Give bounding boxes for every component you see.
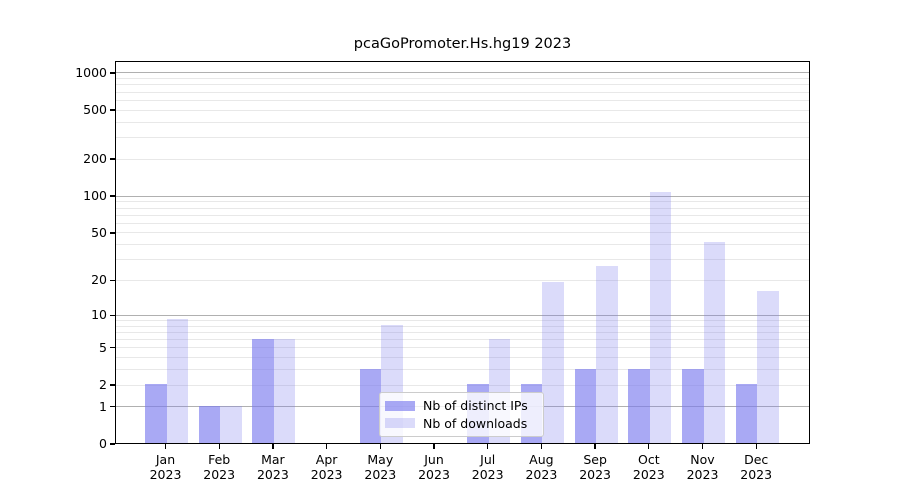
minor-gridline-800 bbox=[116, 84, 809, 86]
y-tick-mark-0 bbox=[110, 443, 115, 445]
x-tick-mark-aug bbox=[540, 444, 543, 449]
y-tick-mark-50 bbox=[110, 232, 115, 234]
legend-item-distinct-ips: Nb of distinct IPs bbox=[385, 398, 537, 413]
minor-gridline-60 bbox=[116, 222, 809, 224]
bar-downloads-oct bbox=[649, 192, 672, 443]
x-tick-mark-oct bbox=[648, 444, 650, 449]
y-tick-label-1: 1 bbox=[99, 398, 107, 414]
y-tick-mark-500 bbox=[110, 109, 115, 111]
x-tick-mark-apr bbox=[325, 444, 328, 449]
minor-gridline-200 bbox=[116, 158, 809, 160]
major-gridline-100 bbox=[116, 195, 809, 197]
y-tick-label-1000: 1000 bbox=[75, 64, 107, 80]
minor-gridline-400 bbox=[116, 121, 809, 123]
minor-gridline-8 bbox=[116, 325, 809, 327]
minor-gridline-300 bbox=[116, 137, 809, 138]
minor-gridline-500 bbox=[116, 109, 809, 111]
y-tick-mark-10 bbox=[110, 314, 115, 316]
legend-swatch-distinct-ips bbox=[385, 400, 415, 411]
bar-downloads-jan bbox=[166, 319, 188, 443]
minor-gridline-900 bbox=[116, 78, 809, 80]
bar-distinct-ips-may bbox=[359, 368, 382, 443]
y-tick-mark-2 bbox=[110, 384, 115, 386]
x-tick-label-nov: Nov 2023 bbox=[686, 452, 719, 482]
y-tick-mark-5 bbox=[110, 347, 115, 349]
y-tick-label-50: 50 bbox=[91, 224, 107, 240]
y-tick-label-100: 100 bbox=[83, 188, 107, 204]
minor-gridline-3 bbox=[116, 369, 809, 371]
minor-gridline-2 bbox=[116, 384, 809, 386]
legend-label-downloads: Nb of downloads bbox=[423, 415, 528, 431]
major-gridline-1000 bbox=[116, 72, 809, 74]
minor-gridline-9 bbox=[116, 319, 809, 321]
x-tick-mark-jan bbox=[164, 444, 167, 449]
bar-distinct-ips-dec bbox=[735, 384, 758, 443]
minor-gridline-700 bbox=[116, 91, 809, 93]
bar-distinct-ips-mar bbox=[252, 338, 274, 443]
bar-distinct-ips-sep bbox=[574, 368, 597, 443]
y-tick-mark-20 bbox=[110, 279, 115, 282]
minor-gridline-50 bbox=[116, 232, 809, 234]
bar-downloads-dec bbox=[757, 290, 779, 443]
y-tick-label-0: 0 bbox=[99, 436, 107, 451]
minor-gridline-20 bbox=[116, 279, 809, 281]
x-tick-label-jul: Jul 2023 bbox=[471, 452, 504, 482]
bar-distinct-ips-feb bbox=[198, 405, 221, 443]
x-tick-mark-sep bbox=[594, 444, 596, 449]
minor-gridline-40 bbox=[116, 244, 809, 246]
minor-gridline-80 bbox=[116, 207, 809, 209]
x-tick-label-may: May 2023 bbox=[364, 452, 397, 482]
legend-swatch-downloads bbox=[385, 418, 415, 429]
bar-downloads-aug bbox=[542, 282, 564, 443]
x-tick-label-aug: Aug 2023 bbox=[525, 452, 558, 482]
bar-downloads-nov bbox=[703, 242, 725, 443]
minor-gridline-600 bbox=[116, 99, 809, 101]
x-tick-label-jun: Jun 2023 bbox=[418, 452, 450, 482]
legend: Nb of distinct IPs Nb of downloads bbox=[379, 392, 544, 437]
y-tick-mark-1 bbox=[110, 406, 115, 408]
bar-downloads-sep bbox=[596, 266, 618, 443]
x-tick-mark-dec bbox=[755, 444, 757, 449]
x-tick-mark-jun bbox=[433, 444, 435, 449]
y-tick-label-200: 200 bbox=[83, 151, 107, 167]
y-tick-mark-200 bbox=[110, 158, 115, 160]
chart-title: pcaGoPromoter.Hs.hg19 2023 bbox=[353, 36, 572, 52]
legend-label-distinct-ips: Nb of distinct IPs bbox=[423, 398, 528, 414]
minor-gridline-6 bbox=[116, 338, 809, 340]
x-tick-label-feb: Feb 2023 bbox=[203, 452, 236, 482]
bar-downloads-feb bbox=[220, 405, 242, 443]
x-tick-mark-jul bbox=[487, 444, 489, 449]
x-tick-label-dec: Dec 2023 bbox=[740, 452, 773, 482]
minor-gridline-7 bbox=[116, 331, 809, 333]
x-tick-label-jan: Jan 2023 bbox=[149, 452, 182, 482]
x-tick-mark-feb bbox=[218, 444, 220, 449]
y-tick-label-5: 5 bbox=[99, 339, 107, 355]
x-tick-label-mar: Mar 2023 bbox=[256, 452, 289, 482]
minor-gridline-70 bbox=[116, 214, 809, 216]
x-tick-label-oct: Oct 2023 bbox=[632, 452, 665, 482]
y-tick-mark-100 bbox=[110, 195, 115, 197]
minor-gridline-90 bbox=[116, 201, 809, 203]
bar-distinct-ips-oct bbox=[628, 368, 650, 443]
x-tick-mark-may bbox=[379, 444, 381, 449]
bar-downloads-mar bbox=[273, 338, 296, 443]
y-tick-label-2: 2 bbox=[99, 377, 107, 392]
legend-item-downloads: Nb of downloads bbox=[385, 416, 537, 431]
y-tick-mark-1000 bbox=[110, 72, 115, 74]
minor-gridline-30 bbox=[116, 259, 809, 261]
y-tick-label-500: 500 bbox=[83, 102, 107, 118]
minor-gridline-4 bbox=[116, 357, 809, 359]
bar-distinct-ips-jan bbox=[145, 384, 167, 443]
x-tick-label-apr: Apr 2023 bbox=[310, 452, 343, 482]
minor-gridline-5 bbox=[116, 347, 809, 349]
y-tick-label-20: 20 bbox=[91, 272, 107, 288]
plot-area bbox=[115, 61, 810, 444]
bar-distinct-ips-nov bbox=[682, 368, 704, 443]
major-gridline-10 bbox=[116, 314, 809, 316]
x-tick-label-sep: Sep 2023 bbox=[579, 452, 611, 482]
x-tick-mark-nov bbox=[701, 444, 704, 449]
x-tick-mark-mar bbox=[272, 444, 274, 449]
y-tick-label-10: 10 bbox=[91, 307, 107, 323]
